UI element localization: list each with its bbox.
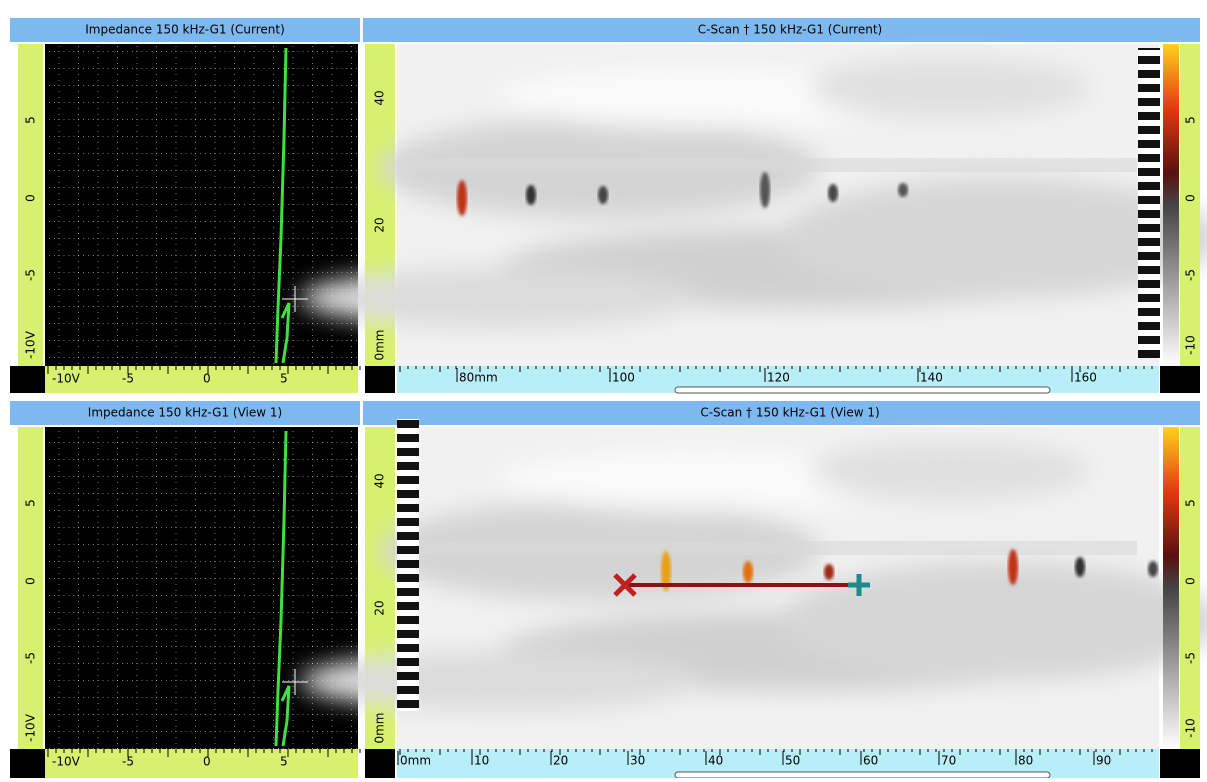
y-axis-ruler bbox=[18, 427, 43, 749]
x-tick-label: 160 bbox=[1074, 371, 1097, 385]
corner bbox=[1160, 749, 1200, 778]
y-tick-label: -10V bbox=[24, 713, 38, 742]
indication bbox=[526, 185, 536, 205]
indication bbox=[824, 564, 834, 580]
color-bar bbox=[1163, 44, 1179, 366]
y-tick-label: -5 bbox=[24, 269, 38, 281]
scrollbar bbox=[675, 387, 1050, 393]
x-tick-label: 30 bbox=[630, 754, 645, 768]
stripe-ruler bbox=[397, 419, 419, 711]
corner bbox=[365, 749, 395, 778]
color-tick-label: -5 bbox=[1184, 652, 1198, 664]
plot-grid bbox=[45, 44, 358, 366]
x-tick-label: -5 bbox=[122, 755, 134, 769]
y-tick-label: 40 bbox=[373, 473, 387, 488]
color-tick-label: 0 bbox=[1184, 194, 1198, 202]
corner bbox=[1160, 366, 1200, 393]
indication bbox=[1075, 557, 1085, 577]
app-window: Impedance 150 kHz-G1 (Current)50-5-10V-1… bbox=[0, 0, 1207, 778]
stripe-ruler bbox=[1138, 48, 1160, 358]
x-tick-label: 60 bbox=[863, 754, 878, 768]
x-tick-label: 0 bbox=[203, 755, 211, 769]
panel-title: Impedance 150 kHz-G1 (View 1) bbox=[88, 406, 282, 420]
y-tick-label: 5 bbox=[24, 499, 38, 507]
band bbox=[397, 541, 1137, 555]
y-tick-label: -10V bbox=[24, 330, 38, 359]
shade bbox=[300, 268, 700, 328]
x-tick-label: 10 bbox=[474, 754, 489, 768]
y-tick-label: 20 bbox=[373, 600, 387, 615]
y-tick-label: 0 bbox=[24, 194, 38, 202]
indication bbox=[898, 183, 908, 197]
x-tick-label: 120 bbox=[767, 371, 790, 385]
corner bbox=[365, 366, 395, 393]
x-axis-ruler bbox=[45, 749, 358, 778]
x-tick-label: -10V bbox=[52, 755, 81, 769]
x-tick-label: 100 bbox=[612, 371, 635, 385]
x-tick-label: 0mm bbox=[400, 754, 431, 768]
color-tick-label: -10 bbox=[1184, 335, 1198, 355]
x-tick-label: 70 bbox=[941, 754, 956, 768]
panel-title: Impedance 150 kHz-G1 (Current) bbox=[85, 23, 285, 37]
panel-title: C-Scan † 150 kHz-G1 (View 1) bbox=[700, 406, 879, 420]
x-tick-label: 20 bbox=[553, 754, 568, 768]
indication bbox=[457, 180, 467, 216]
y-tick-label: 0mm bbox=[373, 712, 387, 743]
y-axis-ruler bbox=[18, 44, 43, 366]
color-tick-label: -10 bbox=[1184, 718, 1198, 738]
x-tick-label: 80mm bbox=[459, 371, 498, 385]
x-tick-label: 50 bbox=[785, 754, 800, 768]
x-tick-label: -5 bbox=[122, 372, 134, 386]
panel-title: C-Scan † 150 kHz-G1 (Current) bbox=[698, 23, 882, 37]
indication bbox=[743, 561, 753, 583]
x-axis-ruler bbox=[45, 366, 358, 393]
indication bbox=[760, 172, 770, 208]
x-tick-label: 90 bbox=[1096, 754, 1111, 768]
x-tick-label: 140 bbox=[920, 371, 943, 385]
plot-grid bbox=[45, 427, 358, 749]
x-tick-label: 40 bbox=[708, 754, 723, 768]
y-tick-label: 0mm bbox=[373, 329, 387, 360]
color-bar bbox=[1163, 427, 1179, 749]
y-tick-label: 0 bbox=[24, 577, 38, 585]
shade bbox=[810, 441, 1090, 501]
y-tick-label: 5 bbox=[24, 116, 38, 124]
color-axis bbox=[1180, 44, 1200, 366]
scrollbar bbox=[675, 772, 1050, 778]
corner bbox=[10, 749, 45, 778]
x-tick-label: 5 bbox=[280, 372, 288, 386]
color-tick-label: -5 bbox=[1184, 269, 1198, 281]
indication bbox=[1148, 561, 1158, 577]
x-tick-label: 0 bbox=[203, 372, 211, 386]
color-axis bbox=[1180, 427, 1200, 749]
y-tick-label: 40 bbox=[373, 90, 387, 105]
y-tick-label: 20 bbox=[373, 217, 387, 232]
shade bbox=[810, 58, 1090, 118]
shade bbox=[300, 651, 700, 711]
band bbox=[397, 158, 1137, 172]
indication bbox=[598, 186, 608, 204]
color-tick-label: 5 bbox=[1184, 116, 1198, 124]
indication bbox=[828, 184, 838, 202]
x-tick-label: -10V bbox=[52, 372, 81, 386]
x-tick-label: 80 bbox=[1018, 754, 1033, 768]
indication bbox=[1008, 549, 1018, 585]
shade bbox=[780, 561, 1207, 681]
color-tick-label: 0 bbox=[1184, 577, 1198, 585]
y-tick-label: -5 bbox=[24, 652, 38, 664]
corner bbox=[10, 366, 45, 393]
x-tick-label: 5 bbox=[280, 755, 288, 769]
color-tick-label: 5 bbox=[1184, 499, 1198, 507]
